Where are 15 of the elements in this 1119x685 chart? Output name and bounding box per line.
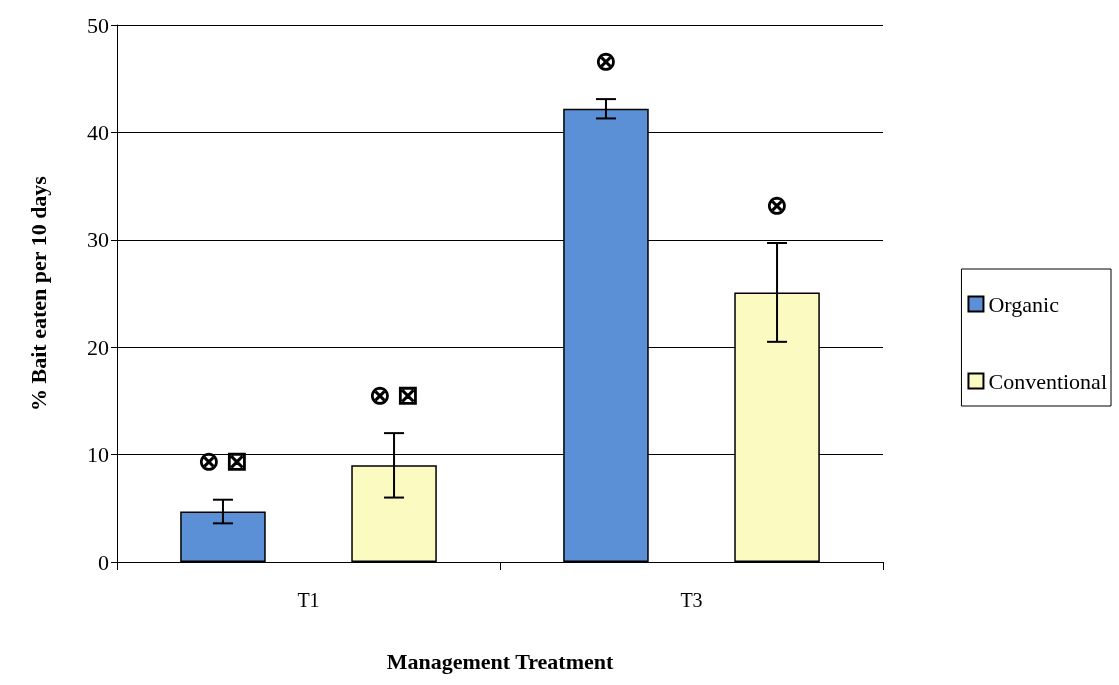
legend-label: Organic xyxy=(988,291,1060,317)
legend-label: Conventional xyxy=(988,368,1108,394)
x-axis-title: Management Treatment xyxy=(386,648,615,674)
y-axis-title: % Bait eaten per 10 days xyxy=(25,175,51,411)
y-tick-label: 10 xyxy=(87,442,109,468)
annotation: ⊗ xyxy=(766,190,789,220)
annotation: ⊗ ⊠ xyxy=(368,380,420,410)
x-tick-label: T1 xyxy=(297,589,320,611)
y-tick-label: 30 xyxy=(87,227,109,253)
annotation: ⊗ xyxy=(594,46,617,76)
y-tick-label: 0 xyxy=(98,549,109,575)
y-tick-label: 20 xyxy=(87,334,109,360)
y-tick-label: 50 xyxy=(87,12,109,38)
y-tick-label: 40 xyxy=(87,119,109,145)
x-tick-label: T3 xyxy=(680,589,703,611)
